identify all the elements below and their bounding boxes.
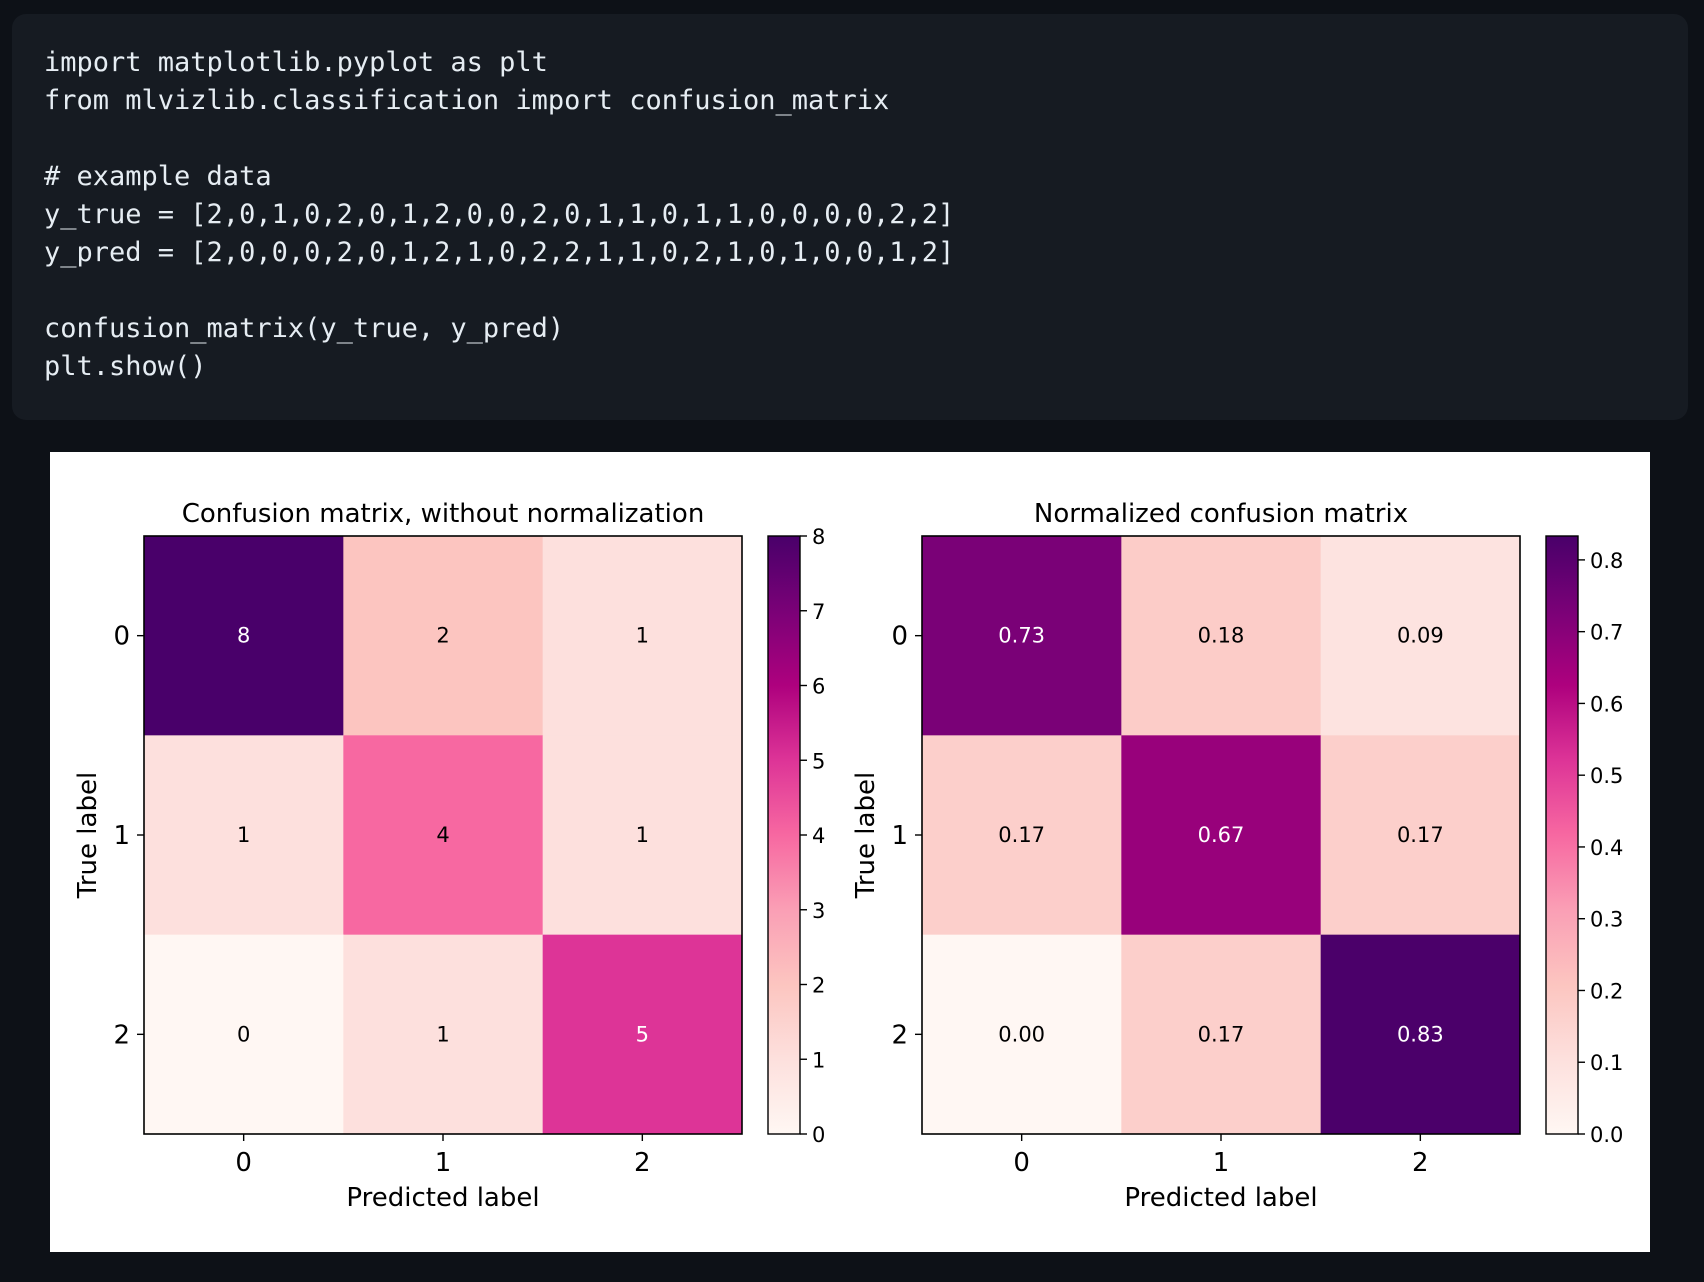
code-line: confusion_matrix(y_true, y_pred): [44, 313, 565, 344]
cell-value-label: 1: [237, 823, 250, 847]
y-tick-label: 1: [891, 821, 908, 851]
cell-value-label: 5: [636, 1022, 649, 1046]
colorbar-tick-label: 5: [812, 749, 825, 773]
cell-value-label: 0.17: [1198, 1022, 1245, 1046]
cell-value-label: 1: [636, 624, 649, 648]
cell-value-label: 0.09: [1397, 624, 1444, 648]
y-tick-label: 0: [113, 622, 130, 652]
cell-value-label: 0.00: [998, 1022, 1045, 1046]
colorbar-tick-label: 7: [812, 600, 825, 624]
figure: Confusion matrix, without normalization 8…: [50, 452, 1650, 1252]
x-tick-label: 0: [235, 1148, 252, 1178]
colorbar-gradient: [768, 536, 800, 1134]
heatmap-cell: [1121, 536, 1322, 736]
cell-value-label: 4: [436, 823, 449, 847]
code-line: y_true = [2,0,1,0,2,0,1,2,0,0,2,0,1,1,0,…: [44, 199, 955, 230]
colorbar-tick-label: 0: [812, 1123, 825, 1147]
colorbar-tick-label: 1: [812, 1048, 825, 1072]
y-axis-label: True label: [73, 772, 103, 899]
heatmap-cell: [343, 934, 544, 1135]
cell-value-label: 0.17: [1397, 823, 1444, 847]
code-block: import matplotlib.pyplot as plt from mlv…: [12, 14, 1688, 420]
x-axis-label: Predicted label: [1124, 1183, 1317, 1213]
colorbar-gradient: [1546, 536, 1578, 1134]
heatmap-cell: [542, 536, 743, 736]
code-line: plt.show(): [44, 351, 207, 382]
cell-value-label: 2: [436, 624, 449, 648]
heatmap-cell: [542, 735, 743, 936]
y-tick-label: 0: [891, 622, 908, 652]
colorbar-tick-label: 0.6: [1590, 692, 1623, 716]
heatmap-cell: [1320, 934, 1521, 1135]
code-line: [44, 272, 1688, 310]
heatmap-cell: [144, 735, 344, 936]
heatmap-cell: [542, 934, 743, 1135]
cell-value-label: 1: [636, 823, 649, 847]
chart-title: Confusion matrix, without normalization: [182, 499, 705, 529]
heatmap-cell: [1320, 536, 1521, 736]
cell-value-label: 0.73: [998, 624, 1045, 648]
code-line: [44, 120, 1688, 158]
colorbar-tick-label: 4: [812, 824, 825, 848]
cell-value-label: 0: [237, 1022, 250, 1046]
chart-title: Normalized confusion matrix: [1034, 499, 1408, 529]
colorbar-tick-label: 0.7: [1590, 621, 1623, 645]
heatmap-cell: [144, 934, 344, 1135]
y-axis-label: True label: [851, 772, 881, 899]
confusion-matrix-figure: Confusion matrix, without normalization 8…: [73, 499, 1623, 1213]
y-tick-label: 2: [113, 1020, 130, 1050]
cell-value-label: 0.83: [1397, 1022, 1444, 1046]
heatmap-cell: [343, 536, 544, 736]
x-tick-label: 1: [1213, 1148, 1230, 1178]
cell-value-label: 0.18: [1198, 624, 1245, 648]
heatmap-cell: [343, 735, 544, 936]
colorbar-tick-label: 0.3: [1590, 908, 1623, 932]
heatmap-cell: [1121, 934, 1322, 1135]
x-tick-label: 2: [1412, 1148, 1429, 1178]
x-tick-label: 2: [634, 1148, 651, 1178]
y-tick-label: 2: [891, 1020, 908, 1050]
heatmap-cell: [1121, 735, 1322, 936]
cell-value-label: 0.17: [998, 823, 1045, 847]
cell-value-label: 0.67: [1198, 823, 1245, 847]
colorbar-tick-label: 0.4: [1590, 836, 1623, 860]
heatmap-cell: [1320, 735, 1521, 936]
code-line: # example data: [44, 161, 272, 192]
cell-value-label: 8: [237, 624, 250, 648]
code-line: from mlvizlib.classification import conf…: [44, 85, 890, 116]
colorbar-tick-label: 2: [812, 974, 825, 998]
heatmap-cell: [144, 536, 344, 736]
code-line: y_pred = [2,0,0,0,2,0,1,2,1,0,2,2,1,1,0,…: [44, 237, 955, 268]
colorbar-tick-label: 0.0: [1590, 1123, 1623, 1147]
heatmap-cell: [922, 735, 1122, 936]
colorbar-tick-label: 6: [812, 675, 825, 699]
colorbar-tick-label: 0.5: [1590, 764, 1623, 788]
colorbar-tick-label: 0.8: [1590, 549, 1623, 573]
colorbar-tick-label: 3: [812, 899, 825, 923]
cell-value-label: 1: [436, 1022, 449, 1046]
x-tick-label: 1: [435, 1148, 452, 1178]
heatmap-cell: [922, 934, 1122, 1135]
heatmap-cell: [922, 536, 1122, 736]
colorbar-tick-label: 8: [812, 525, 825, 549]
colorbar-frame: [1545, 535, 1579, 1135]
y-tick-label: 1: [113, 821, 130, 851]
code-line: import matplotlib.pyplot as plt: [44, 47, 548, 78]
colorbar-tick-label: 0.1: [1590, 1051, 1623, 1075]
x-tick-label: 0: [1013, 1148, 1030, 1178]
x-axis-label: Predicted label: [346, 1183, 539, 1213]
colorbar-tick-label: 0.2: [1590, 979, 1623, 1003]
